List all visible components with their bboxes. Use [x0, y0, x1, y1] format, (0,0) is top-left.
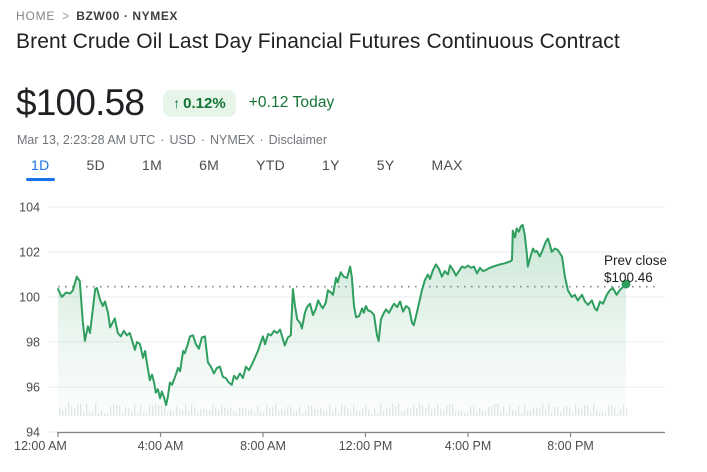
page-title: Brent Crude Oil Last Day Financial Futur…	[16, 30, 620, 53]
range-tab-5d[interactable]: 5D	[86, 157, 105, 173]
breadcrumb: HOME > BZW00 · NYMEX	[16, 7, 179, 25]
x-axis-label: 4:00 PM	[445, 439, 492, 453]
x-axis-label: 4:00 AM	[138, 439, 184, 453]
quote-timestamp: Mar 13, 2:23:28 AM UTC	[17, 133, 156, 147]
y-axis-label: 100	[19, 291, 40, 305]
chevron-right-icon: >	[62, 7, 70, 25]
x-axis-label: 8:00 AM	[240, 439, 286, 453]
price-chart[interactable]: 104 102 100 98 96 94 Prev close $100.46 12:00 AM…	[0, 195, 707, 472]
x-axis-label: 12:00 PM	[339, 439, 393, 453]
change-percent-value: 0.12%	[183, 94, 226, 112]
range-tab-bar: 1D 5D 1M 6M YTD 1Y 5Y MAX	[26, 155, 466, 182]
disclaimer-link[interactable]: Disclaimer	[268, 133, 327, 147]
y-axis-label: 94	[26, 426, 40, 440]
breadcrumb-symbol: BZW00 · NYMEX	[76, 9, 179, 23]
up-arrow-icon: ↑	[173, 95, 181, 111]
range-tab-ytd[interactable]: YTD	[256, 157, 286, 173]
range-tab-5y[interactable]: 5Y	[376, 157, 395, 173]
x-axis-label: 8:00 PM	[547, 439, 594, 453]
range-tab-1m[interactable]: 1M	[142, 157, 163, 173]
x-axis-label: 12:00 AM	[14, 439, 67, 453]
quote-exchange: NYMEX	[210, 133, 255, 147]
prev-close-label: Prev close	[604, 253, 667, 268]
y-axis-label: 98	[26, 336, 40, 350]
quote-meta: Mar 13, 2:23:28 AM UTC · USD · NYMEX · D…	[17, 133, 327, 147]
range-tab-max[interactable]: MAX	[431, 157, 463, 173]
current-price: $100.58	[16, 82, 145, 123]
price-line	[57, 224, 627, 406]
y-axis-label: 104	[19, 201, 40, 215]
meta-separator: ·	[259, 133, 264, 147]
range-tab-1y[interactable]: 1Y	[322, 157, 340, 173]
range-tab-6m[interactable]: 6M	[199, 157, 220, 173]
change-amount: +0.12 Today	[248, 94, 335, 111]
quote-currency: USD	[169, 133, 196, 147]
quote-summary: $100.58 ↑ 0.12% +0.12 Today	[16, 82, 334, 124]
meta-separator: ·	[200, 133, 206, 147]
price-area-fill	[58, 225, 626, 416]
last-price-dot	[621, 279, 631, 289]
y-axis-label: 102	[19, 246, 40, 260]
prev-close-value: $100.46	[604, 270, 653, 285]
volume-bar	[626, 408, 628, 416]
breadcrumb-home-link[interactable]: HOME	[16, 9, 56, 23]
y-axis-label: 96	[26, 381, 40, 395]
range-tab-1d[interactable]: 1D	[26, 155, 54, 182]
meta-separator: ·	[160, 133, 165, 147]
change-percent-badge: ↑ 0.12%	[163, 89, 236, 117]
